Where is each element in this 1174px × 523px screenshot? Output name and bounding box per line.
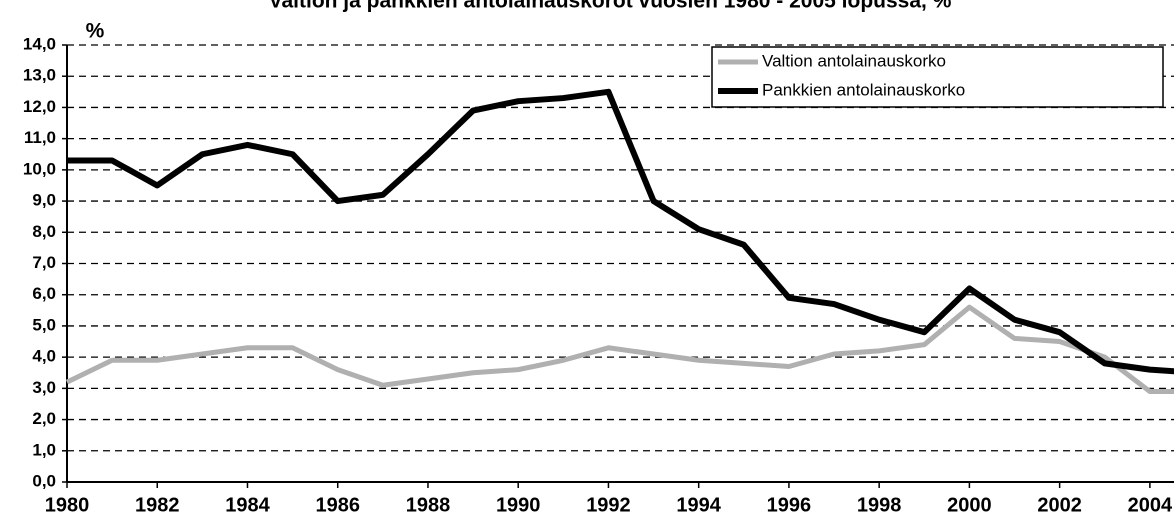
y-tick-label: 10,0 [23, 159, 56, 178]
y-tick-label: 4,0 [32, 347, 56, 366]
y-tick-label: 5,0 [32, 315, 56, 334]
y-tick-label: 8,0 [32, 222, 56, 241]
y-tick-label: 11,0 [24, 128, 56, 147]
x-tick-label: 2000 [947, 494, 992, 516]
y-tick-label: 2,0 [32, 409, 56, 428]
x-tick-label: 1994 [676, 494, 721, 516]
legend-label: Pankkien antolainauskorko [762, 80, 965, 99]
y-tick-label: 6,0 [32, 284, 56, 303]
x-tick-label: 1984 [225, 494, 270, 516]
y-tick-label: 13,0 [23, 66, 56, 85]
y-tick-label: 9,0 [32, 191, 56, 210]
legend-label: Valtion antolainauskorko [762, 51, 946, 70]
x-tick-label: 1986 [315, 494, 360, 516]
series-line [67, 88, 1174, 375]
x-tick-label: 1996 [767, 494, 812, 516]
y-tick-label: 14,0 [23, 34, 56, 53]
x-tick-label: 1990 [496, 494, 541, 516]
series-line [65, 304, 1174, 394]
x-tick-label: 1998 [857, 494, 902, 516]
x-tick-label: 1982 [135, 494, 180, 516]
x-tick-label: 1988 [406, 494, 451, 516]
x-tick-label: 2004 [1128, 494, 1173, 516]
y-tick-label: 12,0 [23, 97, 56, 116]
y-axis-label: % [86, 20, 105, 43]
y-tick-label: 7,0 [32, 253, 56, 272]
legend-box [711, 46, 1164, 108]
x-tick-label: 1992 [586, 494, 631, 516]
y-tick-label: 3,0 [32, 378, 56, 397]
y-tick-label: 1,0 [32, 440, 56, 459]
x-tick-label: 2002 [1037, 494, 1082, 516]
y-tick-label: 0,0 [32, 471, 56, 490]
chart-title: Valtion ja pankkien antolainauskorot vuo… [269, 0, 952, 13]
x-tick-label: 1980 [45, 494, 90, 516]
